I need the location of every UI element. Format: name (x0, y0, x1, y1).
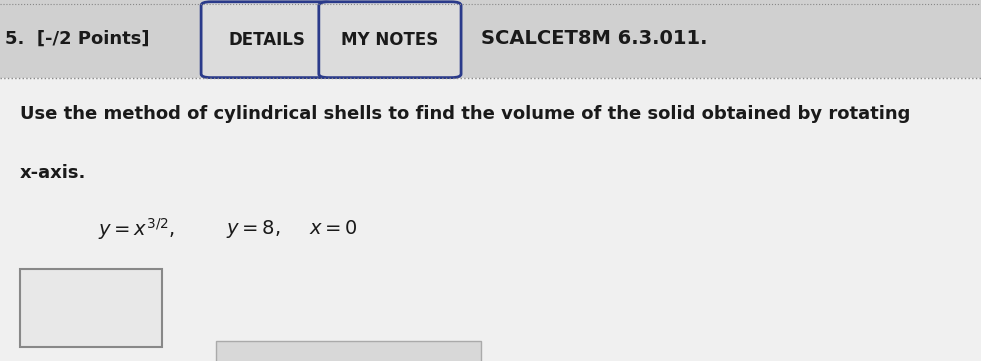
Text: DETAILS: DETAILS (229, 31, 306, 49)
FancyBboxPatch shape (0, 78, 981, 361)
Text: x-axis.: x-axis. (20, 164, 86, 182)
Text: $y = 8,$: $y = 8,$ (226, 218, 281, 240)
FancyBboxPatch shape (20, 269, 162, 347)
Text: $x = 0$: $x = 0$ (309, 220, 358, 238)
Text: SCALCET8M 6.3.011.: SCALCET8M 6.3.011. (481, 29, 707, 48)
FancyBboxPatch shape (0, 0, 981, 78)
FancyBboxPatch shape (201, 2, 334, 78)
Text: MY NOTES: MY NOTES (341, 31, 439, 49)
Text: 5.  [-/2 Points]: 5. [-/2 Points] (5, 30, 149, 48)
Text: $y = x^{3/2},$: $y = x^{3/2},$ (98, 216, 175, 242)
Text: Use the method of cylindrical shells to find the volume of the solid obtained by: Use the method of cylindrical shells to … (20, 105, 910, 123)
FancyBboxPatch shape (216, 341, 481, 361)
FancyBboxPatch shape (319, 2, 461, 78)
